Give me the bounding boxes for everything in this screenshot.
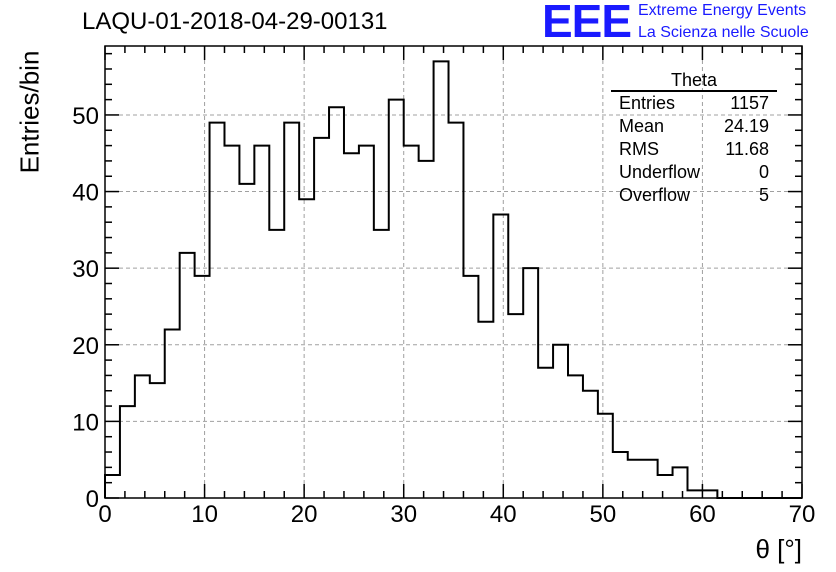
x-tick-label: 10 xyxy=(191,501,218,528)
stats-label: Entries xyxy=(619,93,676,113)
histogram-bin xyxy=(210,123,225,498)
plot-frame xyxy=(104,45,803,499)
histogram-bin xyxy=(389,100,404,498)
x-tick-label: 50 xyxy=(590,501,617,528)
histogram-bin xyxy=(165,329,180,498)
y-tick-label: 20 xyxy=(72,333,99,360)
histogram-bin xyxy=(628,460,643,498)
histogram-bin xyxy=(508,314,523,498)
histogram-bin xyxy=(120,406,135,498)
histogram-bin xyxy=(314,138,329,498)
logo-line-1: Extreme Energy Events xyxy=(638,2,807,19)
histogram-outline xyxy=(104,60,802,499)
stats-label: RMS xyxy=(619,139,659,159)
histogram-bin xyxy=(702,490,717,498)
x-tick-label: 0 xyxy=(98,501,111,528)
histogram-bin xyxy=(284,123,299,498)
y-tick-label: 30 xyxy=(72,256,99,283)
chart-title: LAQU-01-2018-04-29-00131 xyxy=(82,8,388,35)
stats-value: 5 xyxy=(758,185,769,205)
stats-value: 0 xyxy=(758,162,769,182)
histogram-bin xyxy=(239,184,254,498)
histogram-bin xyxy=(135,375,150,498)
y-axis-label: Entries/bin xyxy=(14,50,45,174)
stats-row-mean: Mean 24.19 xyxy=(611,115,777,138)
x-tick-label: 60 xyxy=(689,501,716,528)
stats-label: Underflow xyxy=(619,162,701,182)
stats-row-rms: RMS 11.68 xyxy=(611,138,777,161)
histogram-bin xyxy=(434,61,449,498)
histogram-bin xyxy=(329,107,344,498)
stats-box: Theta Entries 1157 Mean 24.19 RMS 11.68 … xyxy=(611,70,777,207)
histogram-bin xyxy=(299,199,314,498)
eee-logo: EEE xyxy=(542,0,632,47)
logo-line-2: La Scienza nelle Scuole xyxy=(638,24,809,41)
x-tick-label: 30 xyxy=(390,501,417,528)
histogram-bin xyxy=(404,146,419,498)
stats-title: Theta xyxy=(611,70,777,92)
histogram-bin xyxy=(195,276,210,498)
y-tick-label: 10 xyxy=(72,409,99,436)
histogram-bin xyxy=(598,414,613,498)
x-tick-label: 70 xyxy=(789,501,816,528)
histogram-bin xyxy=(419,161,434,498)
histogram-bin xyxy=(449,123,464,498)
histogram-bin xyxy=(344,153,359,498)
histogram-bin xyxy=(643,460,658,498)
y-tick-label: 40 xyxy=(72,180,99,207)
stats-value: 24.19 xyxy=(723,116,769,136)
histogram-bin xyxy=(673,467,688,498)
histogram-bin xyxy=(553,345,568,498)
histogram-bin xyxy=(269,230,284,498)
histogram-bin xyxy=(463,276,478,498)
histogram-bin xyxy=(538,368,553,498)
histogram-bin xyxy=(180,253,195,498)
y-tick-label: 50 xyxy=(72,103,99,130)
histogram-bin xyxy=(687,490,702,498)
histogram-bin xyxy=(254,146,269,498)
x-tick-label: 40 xyxy=(490,501,517,528)
y-tick-label: 0 xyxy=(86,486,99,513)
stats-value: 1157 xyxy=(730,93,769,113)
histogram-bin xyxy=(523,268,538,498)
stats-label: Overflow xyxy=(619,185,691,205)
histogram-bin xyxy=(583,391,598,498)
histogram-bin xyxy=(150,383,165,498)
histogram-bin xyxy=(658,475,673,498)
histogram-bin xyxy=(478,322,493,498)
x-tick-label: 20 xyxy=(291,501,318,528)
stats-row-underflow: Underflow 0 xyxy=(611,161,777,184)
stats-value: 11.68 xyxy=(725,139,769,159)
histogram-bin xyxy=(613,452,628,498)
stats-label: Mean xyxy=(619,116,665,136)
histogram-bin xyxy=(374,230,389,498)
x-axis-label: θ [°] xyxy=(755,534,802,564)
histogram-bin xyxy=(493,215,508,498)
stats-row-entries: Entries 1157 xyxy=(611,92,777,115)
histogram-bin xyxy=(224,146,239,498)
histogram-bin xyxy=(359,146,374,498)
histogram-bin xyxy=(568,375,583,498)
stats-row-overflow: Overflow 5 xyxy=(611,184,777,207)
histogram-bin xyxy=(105,475,120,498)
